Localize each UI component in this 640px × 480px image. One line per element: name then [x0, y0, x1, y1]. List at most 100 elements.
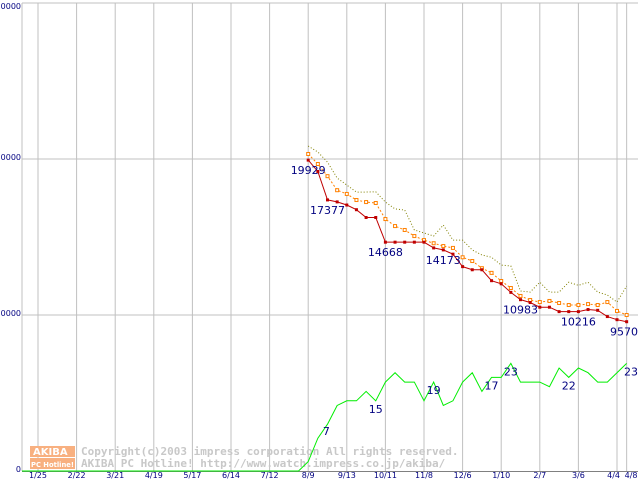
value-label: 14668 — [368, 246, 403, 259]
value-label: 23 — [504, 365, 518, 378]
data-point-min — [432, 246, 436, 250]
x-tick-label: 5/17 — [183, 471, 201, 480]
data-point-average — [335, 188, 340, 193]
data-point-average — [402, 227, 407, 232]
series-line-min — [307, 159, 627, 323]
data-point-min — [345, 203, 349, 207]
data-point-average — [315, 161, 320, 166]
data-point-average — [354, 198, 359, 203]
data-point-min — [586, 308, 590, 312]
value-label: 9570 — [610, 326, 638, 339]
data-point-average — [586, 302, 591, 307]
x-tick-label: 4/19 — [145, 471, 163, 480]
x-tick-label: 1/10 — [492, 471, 510, 480]
series-layer — [22, 145, 629, 472]
data-point-average — [508, 286, 513, 291]
data-point-average — [412, 234, 417, 239]
data-point-min — [528, 301, 532, 305]
value-label: 17 — [485, 379, 499, 392]
data-point-min — [403, 240, 407, 244]
value-label: 23 — [624, 365, 638, 378]
data-point-min — [509, 290, 513, 294]
data-point-average — [605, 300, 610, 305]
labels-layer: 19929 17377 14668 14173 10983 10216 9570 7 15 19 1… — [291, 164, 638, 438]
data-point-min — [306, 158, 310, 162]
x-tick-label: 3/21 — [106, 471, 124, 480]
data-point-min — [316, 169, 320, 173]
value-label: 14173 — [426, 254, 461, 267]
value-label: 7 — [323, 425, 330, 438]
data-point-average — [431, 241, 436, 246]
x-tick-label: 7/12 — [261, 471, 279, 480]
data-point-min — [326, 198, 329, 202]
data-point-average — [518, 293, 523, 298]
data-point-average — [393, 224, 398, 229]
data-point-average — [460, 255, 465, 260]
data-point-min — [557, 310, 561, 314]
value-label: 22 — [562, 379, 576, 392]
data-point-min — [596, 308, 600, 312]
x-tick-label: 4/8 — [625, 471, 638, 480]
data-point-min — [441, 248, 445, 252]
data-point-average — [306, 152, 311, 157]
data-point-average — [537, 300, 542, 305]
data-point-min — [490, 279, 494, 283]
series-line-shops — [22, 362, 627, 472]
data-point-average — [615, 308, 619, 313]
data-point-average — [470, 259, 475, 264]
data-point-average — [325, 174, 330, 179]
data-point-average — [373, 200, 378, 205]
data-point-average — [557, 300, 562, 305]
data-point-min — [412, 240, 416, 244]
site-text: AKIBA PC Hotline! http://www.watch.impre… — [81, 457, 446, 470]
data-point-min — [567, 310, 571, 314]
data-point-min — [393, 240, 397, 244]
data-point-min — [364, 216, 368, 219]
data-point-min — [480, 268, 484, 272]
data-point-min — [605, 315, 609, 319]
x-tick-label: 10/11 — [374, 471, 397, 480]
x-tick-label: 1/25 — [29, 471, 47, 480]
data-point-average — [441, 244, 446, 249]
x-tick-label: 6/14 — [222, 471, 240, 480]
data-point-average — [595, 303, 600, 308]
data-point-min — [538, 305, 542, 309]
x-tick-label: 12/6 — [454, 471, 472, 480]
data-point-average — [576, 303, 581, 308]
logo-top-bg — [30, 446, 75, 457]
data-point-min — [499, 282, 503, 286]
data-point-average — [499, 278, 504, 283]
data-point-min — [461, 265, 465, 269]
x-tick-label: 3/6 — [572, 471, 585, 480]
y-tick-label: 30000 — [0, 2, 21, 11]
data-point-average — [489, 270, 494, 275]
data-point-average — [383, 217, 388, 222]
logo-bottom: PC Hotline! — [31, 461, 74, 469]
value-label: 19929 — [291, 164, 326, 177]
x-tick-label: 9/13 — [338, 471, 356, 480]
data-point-min — [422, 240, 426, 244]
copyright-text: Copyright(c)2003 impress corporation All… — [81, 445, 459, 458]
y-tick-label: 20000 — [0, 153, 21, 162]
logo-top: AKIBA — [33, 447, 68, 458]
watermark: AKIBA PC Hotline! Copyright(c)2003 impre… — [30, 445, 459, 470]
value-label: 10983 — [503, 304, 538, 317]
data-point-average — [566, 303, 571, 308]
x-tick-label: 11/8 — [415, 471, 433, 480]
data-point-average — [364, 200, 369, 205]
value-label: 19 — [427, 384, 441, 397]
data-point-min — [383, 240, 387, 244]
value-label: 10216 — [561, 316, 596, 329]
data-point-average — [344, 191, 349, 196]
data-point-min — [519, 298, 522, 302]
data-point-min — [374, 216, 378, 219]
value-label: 15 — [369, 403, 383, 416]
data-point-min — [576, 310, 580, 314]
data-point-min — [547, 305, 551, 309]
value-label: 17377 — [310, 204, 345, 217]
data-point-min — [615, 318, 619, 322]
x-tick-label: 2/7 — [533, 471, 546, 480]
data-point-min — [470, 268, 474, 272]
